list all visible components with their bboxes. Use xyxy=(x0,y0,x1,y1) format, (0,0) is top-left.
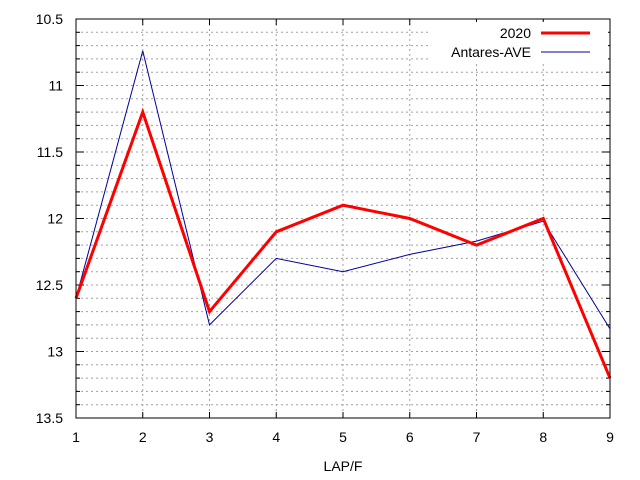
grid-lines xyxy=(76,19,610,418)
y-tick-label: 11 xyxy=(48,78,63,94)
y-tick-label: 10.5 xyxy=(36,11,63,27)
series-line-primary xyxy=(74,107,612,379)
y-tick-label: 13 xyxy=(47,344,63,360)
y-tick-label: 11.5 xyxy=(37,144,63,160)
y-tick-label: 12.5 xyxy=(36,277,63,293)
x-tick-label: 1 xyxy=(72,429,80,445)
x-tick-label: 6 xyxy=(406,429,414,445)
x-axis-label: LAP/F xyxy=(324,458,363,474)
x-tick-label: 3 xyxy=(206,429,214,445)
x-tick-label: 5 xyxy=(339,429,347,445)
plot-frame xyxy=(75,18,611,419)
y-tick-label: 12 xyxy=(47,211,63,227)
legend-label: 2020 xyxy=(500,25,531,41)
legend: 2020 Antares-AVE xyxy=(428,22,608,64)
x-tick-label: 8 xyxy=(539,429,547,445)
x-tick-label: 2 xyxy=(139,429,147,445)
legend-label: Antares-AVE xyxy=(451,44,531,60)
legend-background xyxy=(428,22,608,64)
x-tick-label: 7 xyxy=(473,429,481,445)
x-tick-label: 4 xyxy=(272,429,280,445)
y-tick-label: 13.5 xyxy=(36,410,63,426)
series-lines xyxy=(74,50,612,379)
x-tick-label: 9 xyxy=(606,429,614,445)
